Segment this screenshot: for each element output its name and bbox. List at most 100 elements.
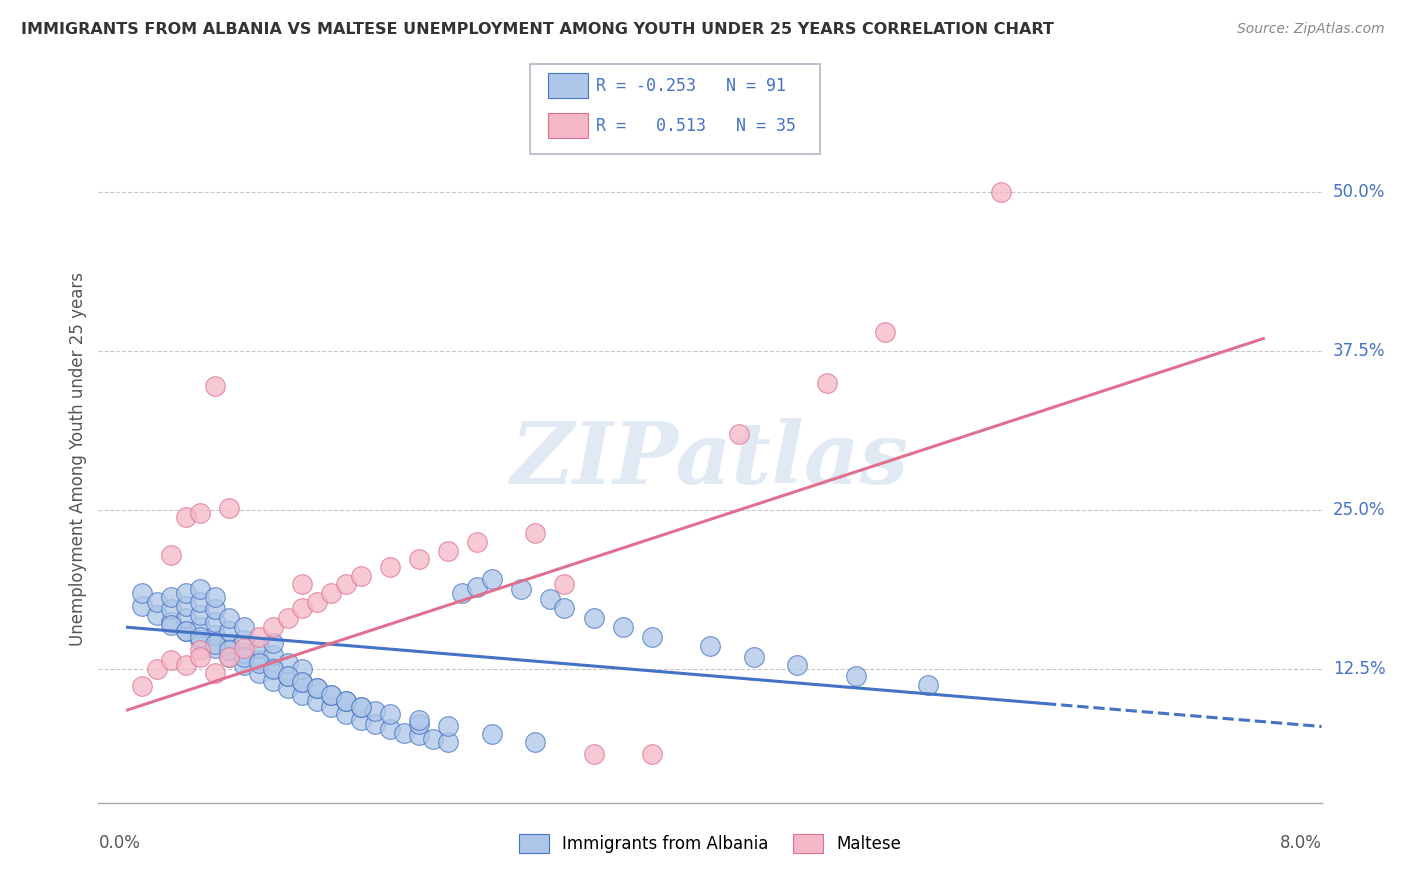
Point (641, 747, 664, 762)
Point (786, 658, 808, 673)
Point (349, 713, 371, 727)
Point (188, 506, 211, 520)
Point (321, 586, 343, 600)
Point (321, 688, 343, 702)
Point (218, 643, 240, 657)
Point (553, 601, 575, 615)
Point (291, 577, 314, 591)
Point (131, 679, 153, 693)
Point (335, 706, 357, 721)
Text: R = -0.253   N = 91: R = -0.253 N = 91 (596, 77, 786, 95)
Point (335, 694, 357, 708)
Point (262, 635, 284, 649)
Point (305, 681, 328, 696)
Point (422, 732, 444, 747)
Point (553, 577, 575, 591)
Point (188, 595, 211, 609)
Point (174, 624, 197, 639)
Point (321, 688, 343, 702)
Point (262, 662, 284, 676)
Text: R =   0.513   N = 35: R = 0.513 N = 35 (596, 117, 796, 135)
Point (131, 599, 153, 613)
Point (233, 640, 256, 655)
Text: 37.5%: 37.5% (1333, 343, 1385, 360)
Point (364, 717, 387, 731)
Point (815, 376, 838, 390)
Point (174, 509, 197, 524)
Point (612, 620, 634, 634)
Point (204, 590, 226, 604)
Text: 0.0%: 0.0% (98, 834, 141, 852)
Point (392, 726, 415, 740)
Point (247, 631, 270, 645)
Point (335, 577, 357, 591)
Point (188, 649, 211, 664)
Text: 8.0%: 8.0% (1279, 834, 1322, 852)
Point (509, 582, 531, 596)
Point (437, 544, 460, 558)
Point (160, 617, 183, 632)
Text: 25.0%: 25.0% (1333, 501, 1385, 519)
Point (204, 615, 226, 630)
Point (277, 611, 299, 625)
Point (408, 717, 430, 731)
Point (233, 632, 256, 647)
Point (873, 325, 896, 339)
Point (145, 607, 167, 622)
Point (582, 611, 605, 625)
Point (204, 637, 226, 651)
Point (408, 728, 430, 742)
Point (247, 666, 270, 681)
Point (160, 590, 183, 604)
Point (465, 580, 488, 594)
Point (174, 611, 197, 625)
Point (174, 658, 197, 673)
Point (247, 640, 270, 655)
Point (437, 735, 460, 749)
Point (305, 595, 328, 609)
Point (145, 662, 167, 676)
Point (233, 658, 256, 673)
Point (262, 648, 284, 663)
Point (291, 662, 314, 676)
Point (305, 694, 328, 708)
Legend: Immigrants from Albania, Maltese: Immigrants from Albania, Maltese (512, 827, 908, 860)
Point (262, 661, 284, 675)
Point (218, 649, 240, 664)
Point (277, 656, 299, 670)
Point (247, 656, 270, 670)
Text: ZIPatlas: ZIPatlas (510, 417, 910, 501)
Point (321, 700, 343, 714)
Point (233, 649, 256, 664)
Point (204, 666, 226, 681)
Point (728, 426, 751, 441)
Point (349, 569, 371, 583)
Point (247, 653, 270, 667)
Point (349, 700, 371, 714)
Point (481, 572, 503, 586)
Text: 50.0%: 50.0% (1333, 183, 1385, 202)
Point (174, 586, 197, 600)
Point (465, 535, 488, 549)
Point (291, 675, 314, 690)
Point (160, 602, 183, 616)
Point (204, 640, 226, 655)
Point (364, 704, 387, 718)
Point (218, 624, 240, 639)
Point (160, 615, 183, 630)
Point (917, 677, 939, 691)
Point (188, 631, 211, 645)
Point (845, 668, 868, 682)
Point (218, 649, 240, 664)
Point (188, 620, 211, 634)
Point (262, 620, 284, 634)
Point (641, 631, 664, 645)
Point (538, 592, 561, 607)
Point (378, 722, 401, 736)
Point (524, 526, 547, 541)
Point (218, 500, 240, 515)
Point (408, 713, 430, 727)
Point (378, 706, 401, 721)
Point (451, 586, 474, 600)
Point (218, 611, 240, 625)
